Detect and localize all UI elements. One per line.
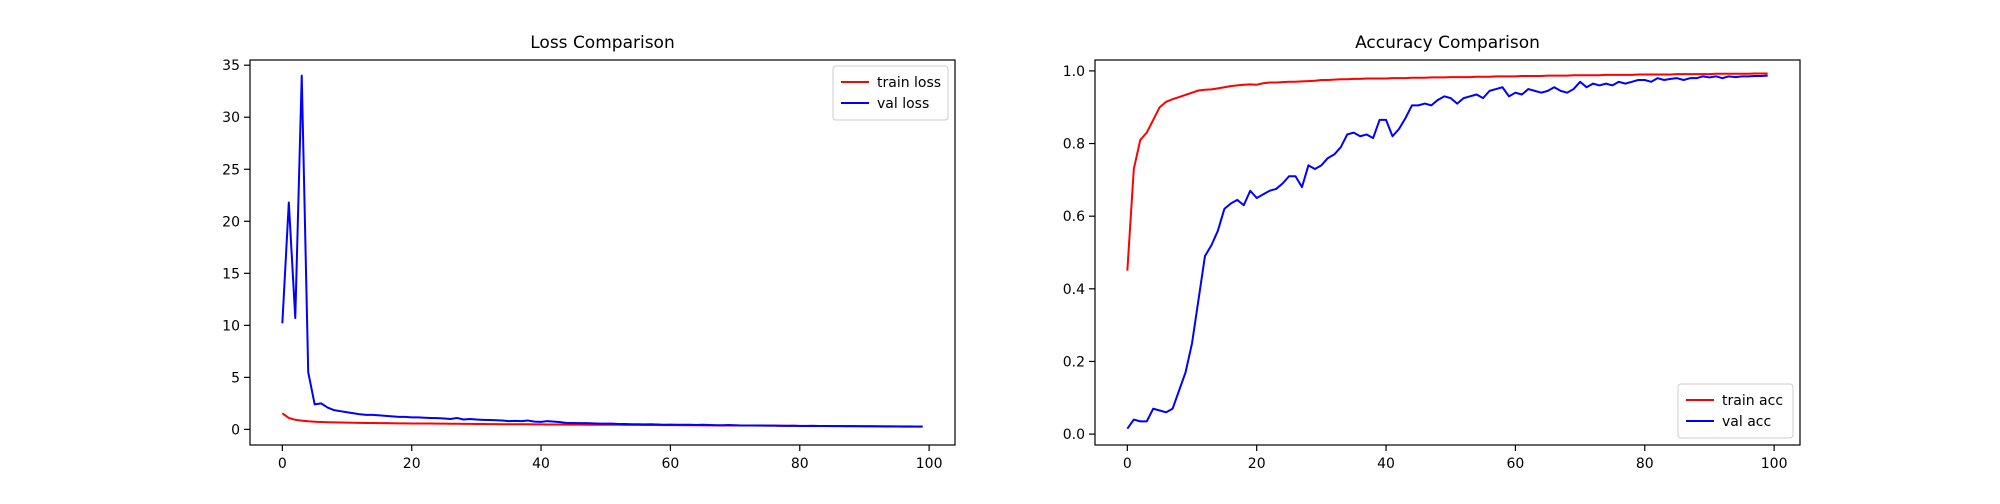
legend-label: train loss [877,75,941,91]
x-tick-label: 80 [1636,456,1654,472]
y-tick-label: 0.0 [1063,427,1085,443]
x-tick-label: 60 [1506,456,1524,472]
chart-2: Accuracy Comparison 0 20 40 60 80 100 0.0 0.2 0.4… [1063,33,1801,472]
x-tick-label: 40 [1377,456,1395,472]
x-tick-label: 0 [278,456,287,472]
x-tick-label: 60 [661,456,679,472]
legend-label: val acc [1722,414,1771,430]
y-tick-label: 5 [231,370,240,386]
plot-frame [1094,59,1801,446]
x-tick-label: 20 [403,456,421,472]
series-line-val-acc [1126,74,1768,430]
x-tick-label: 40 [532,456,550,472]
y-tick-label: 30 [222,110,240,126]
legend-label: val loss [877,96,929,112]
plot-frame [249,59,956,446]
x-tick-label: 100 [1761,456,1788,472]
legend: train acc val acc [1677,383,1794,439]
x-tick-label: 20 [1248,456,1266,472]
legend-box [1677,383,1794,439]
chart-1: Loss Comparison 0 20 40 60 80 100 0 5 10 15 20 25 30 3… [222,33,956,472]
chart-title: Accuracy Comparison [1355,33,1540,53]
y-tick-label: 0.4 [1063,282,1085,298]
x-tick-label: 80 [791,456,809,472]
chart-title: Loss Comparison [530,33,674,53]
x-tick-label: 0 [1123,456,1132,472]
series-line-val-loss [281,74,923,428]
x-tick-label: 100 [916,456,943,472]
legend-label: train acc [1722,393,1783,409]
y-tick-label: 0 [231,422,240,438]
y-tick-label: 0.8 [1063,137,1085,153]
y-tick-label: 25 [222,162,240,178]
y-tick-label: 20 [222,214,240,230]
legend-box [832,65,949,121]
y-tick-label: 1.0 [1063,64,1085,80]
legend: train loss val loss [832,65,949,121]
y-tick-label: 15 [222,266,240,282]
y-tick-label: 10 [222,318,240,334]
y-tick-label: 0.2 [1063,354,1085,370]
y-tick-label: 0.6 [1063,209,1085,225]
y-tick-label: 35 [222,58,240,74]
series-line-train-acc [1126,72,1768,271]
